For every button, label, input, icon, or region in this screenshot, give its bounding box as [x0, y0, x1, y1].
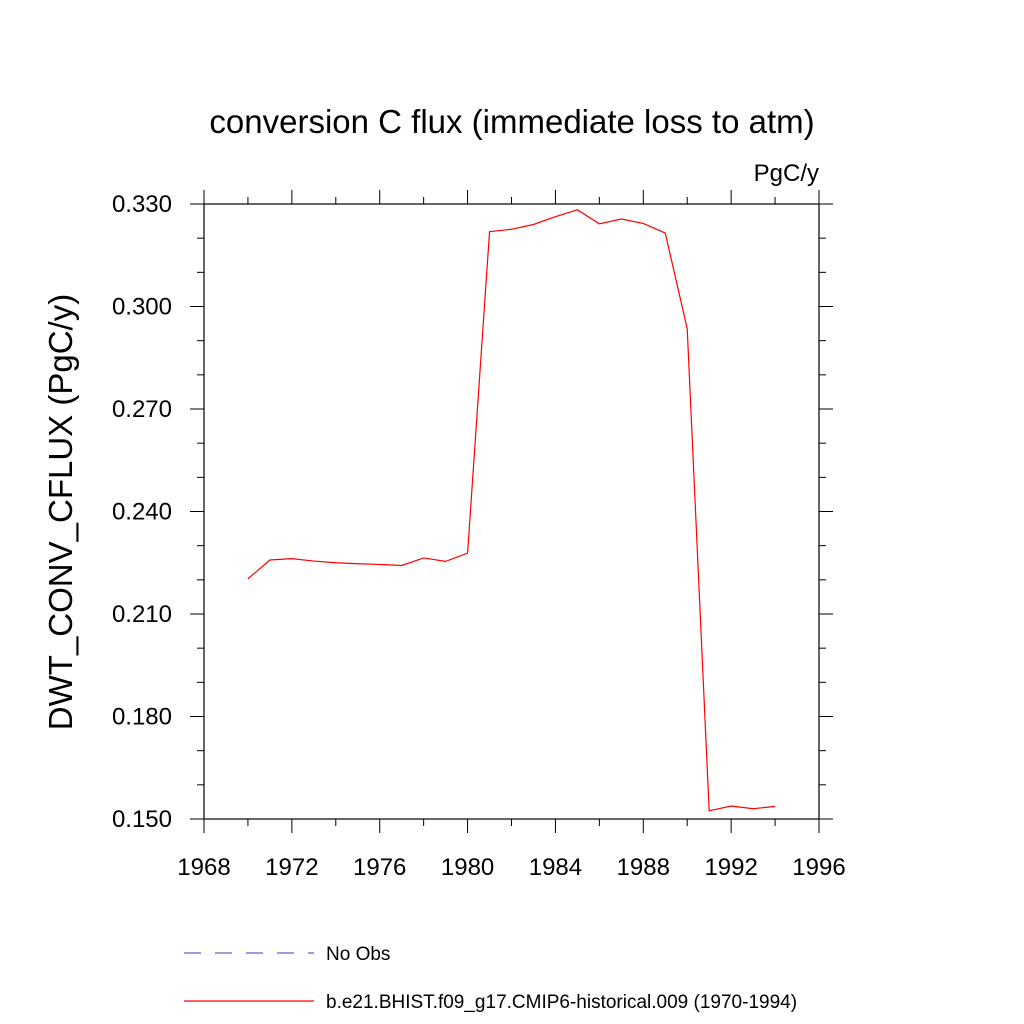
plot-frame [203, 203, 820, 820]
y-axis-label: DWT_CONV_CFLUX (PgC/y) [42, 294, 79, 730]
y-tick-label: 0.270 [112, 396, 172, 423]
x-tick-label: 1980 [441, 854, 494, 881]
y-tick-label: 0.150 [112, 806, 172, 833]
y-tick-label: 0.180 [112, 704, 172, 731]
y-tick-label: 0.240 [112, 499, 172, 526]
y-tick-label: 0.330 [112, 191, 172, 218]
x-tick-label: 1996 [792, 854, 845, 881]
x-tick-label: 1972 [265, 854, 318, 881]
legend-label-0: No Obs [326, 944, 390, 965]
series-layer [247, 209, 776, 812]
x-tick-label: 1988 [617, 854, 670, 881]
axes: 1968 1972 1976 1980 1984 1988 1992 1996 0.150 0.1… [112, 190, 846, 881]
series-line-0 [247, 209, 776, 812]
chart-title: conversion C flux (immediate loss to atm… [209, 103, 814, 140]
units-label: PgC/y [754, 160, 819, 187]
x-tick-label: 1992 [704, 854, 757, 881]
legend-label-1: b.e21.BHIST.f09_g17.CMIP6-historical.009… [326, 992, 797, 1013]
x-tick-label: 1976 [353, 854, 406, 881]
x-tick-label: 1968 [177, 854, 230, 881]
x-tick-label: 1984 [529, 854, 582, 881]
legend: No Obs b.e21.BHIST.f09_g17.CMIP6-historic… [184, 944, 797, 1013]
y-tick-label: 0.210 [112, 601, 172, 628]
y-tick-label: 0.300 [112, 294, 172, 321]
